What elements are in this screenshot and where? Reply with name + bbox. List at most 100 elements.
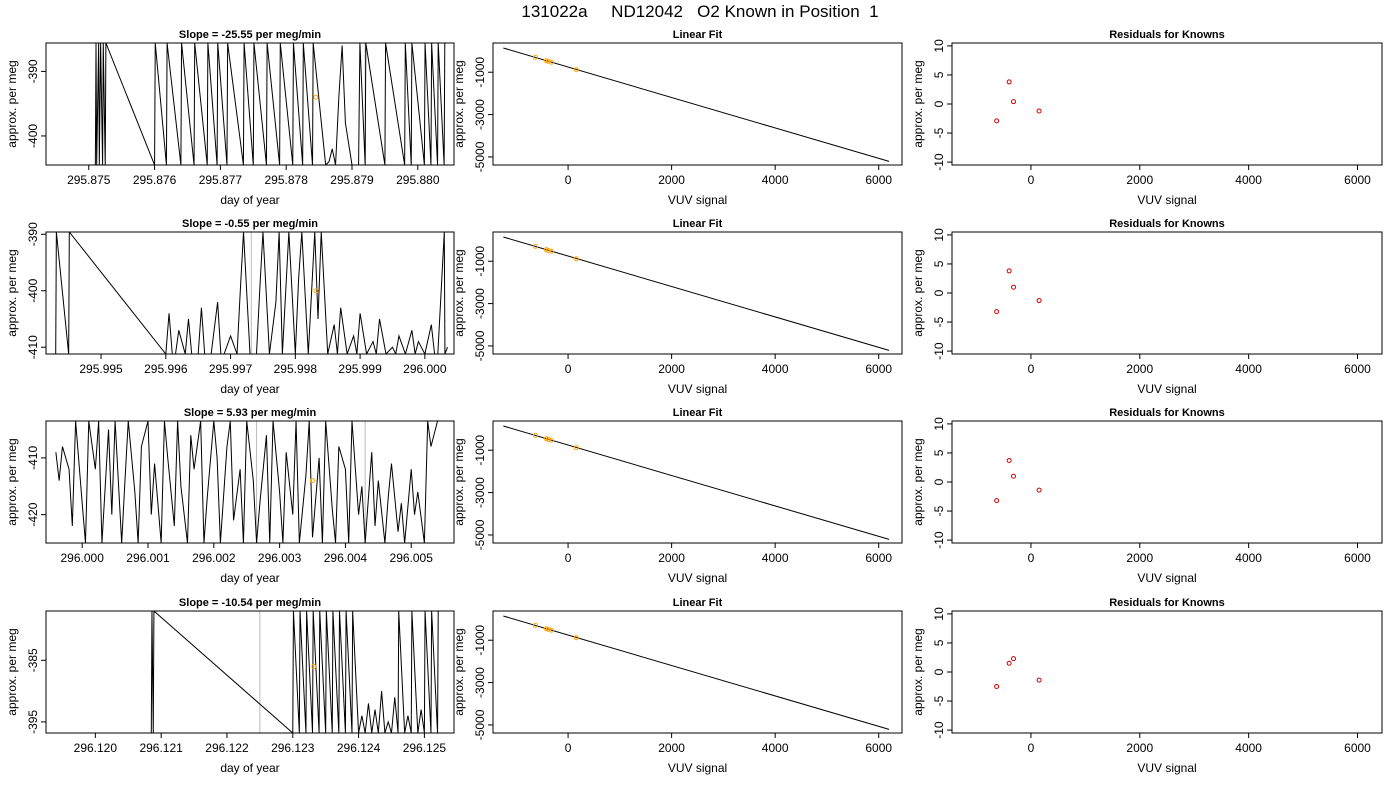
x-axis-label: day of year	[220, 193, 279, 207]
data-point	[573, 445, 579, 451]
x-tick-label: 296.002	[192, 551, 236, 565]
x-tick-label: 296.124	[337, 741, 381, 755]
x-tick-label: 4000	[762, 551, 789, 565]
fit-line	[503, 47, 890, 162]
x-tick-label: 0	[1028, 551, 1035, 565]
y-tick-label: -390	[26, 222, 40, 246]
x-tick-label: 296.121	[139, 741, 183, 755]
x-axis-label: VUV signal	[1137, 761, 1196, 775]
y-tick-label: 0	[932, 289, 946, 296]
y-tick-label: -390	[26, 59, 40, 83]
panel-title: Slope = -10.54 per meg/min	[179, 597, 321, 609]
data-point	[532, 54, 538, 60]
plot-area	[55, 421, 439, 543]
x-axis-label: VUV signal	[1137, 571, 1196, 585]
y-axis-label: approx. per meg	[911, 249, 925, 336]
panel-title: Linear Fit	[673, 218, 723, 230]
plot-frame	[45, 420, 455, 544]
x-tick-label: 296.000	[60, 551, 104, 565]
data-point	[313, 94, 319, 100]
plot-area	[94, 43, 446, 165]
x-tick-label: 296.005	[390, 551, 434, 565]
y-tick-label: 0	[932, 100, 946, 107]
x-tick-label: 296.120	[74, 741, 118, 755]
y-tick-label: 5	[932, 449, 946, 456]
plot-area	[994, 458, 1042, 504]
y-tick-label: -410	[26, 335, 40, 359]
data-point	[573, 256, 579, 262]
y-axis-label: approx. per meg	[911, 628, 925, 715]
plot-area	[503, 47, 890, 162]
y-tick-label: -5000	[473, 141, 487, 172]
data-point	[1036, 677, 1042, 683]
data-point	[549, 248, 555, 254]
panel-9: Residuals for Knowns VUV signal approx. pe…	[911, 29, 1383, 207]
panel-title: Residuals for Knowns	[1109, 218, 1225, 230]
y-tick-label: -5	[932, 316, 946, 327]
x-tick-label: 296.004	[324, 551, 368, 565]
panel-title: Slope = 5.93 per meg/min	[184, 407, 317, 419]
y-tick-label: 10	[932, 39, 946, 53]
x-axis-label: VUV signal	[1137, 193, 1196, 207]
x-tick-label: 4000	[762, 362, 789, 376]
x-tick-label: 295.875	[67, 173, 111, 187]
x-tick-label: 2000	[1126, 741, 1153, 755]
plot-frame	[492, 610, 903, 734]
data-trace	[150, 611, 439, 733]
plot-area	[994, 656, 1042, 690]
x-tick-label: 4000	[1235, 551, 1262, 565]
y-tick-label: -5	[932, 505, 946, 516]
x-tick-label: 295.996	[144, 362, 188, 376]
y-tick-label: -5000	[473, 330, 487, 361]
data-point	[573, 635, 579, 641]
plot-frame	[45, 231, 455, 355]
x-tick-label: 296.000	[403, 362, 447, 376]
data-point	[545, 58, 551, 64]
x-tick-label: 0	[565, 362, 572, 376]
y-axis-label: approx. per meg	[452, 60, 466, 147]
x-tick-label: 4000	[1235, 741, 1262, 755]
y-tick-label: -10	[932, 531, 946, 549]
x-tick-label: 2000	[1126, 173, 1153, 187]
data-point	[1006, 660, 1012, 666]
x-tick-label: 2000	[658, 551, 685, 565]
panel-10: Residuals for Knowns VUV signal approx. pe…	[911, 218, 1383, 396]
x-tick-label: 2000	[1126, 362, 1153, 376]
plot-frame	[492, 420, 903, 544]
y-tick-label: -10	[932, 342, 946, 360]
plot-frame	[492, 42, 903, 166]
x-tick-label: 296.122	[205, 741, 249, 755]
x-axis-label: VUV signal	[668, 761, 727, 775]
data-point	[1006, 79, 1012, 85]
data-point	[545, 436, 551, 442]
x-tick-label: 4000	[1235, 362, 1262, 376]
panel-7: Linear Fit VUV signal approx. per meg 0 2000…	[452, 407, 903, 585]
x-tick-label: 6000	[1344, 741, 1371, 755]
x-tick-label: 295.879	[330, 173, 374, 187]
y-tick-label: -5000	[473, 709, 487, 740]
x-axis-label: VUV signal	[668, 193, 727, 207]
x-tick-label: 0	[565, 173, 572, 187]
data-point	[545, 247, 551, 253]
y-axis-label: approx. per meg	[5, 60, 19, 147]
x-tick-label: 6000	[1344, 362, 1371, 376]
y-tick-label: -395	[26, 710, 40, 734]
plot-area	[503, 425, 890, 540]
y-axis-label: approx. per meg	[452, 249, 466, 336]
plot-area	[503, 615, 890, 730]
x-axis-label: day of year	[220, 571, 279, 585]
plot-area	[150, 611, 439, 733]
y-tick-label: 5	[932, 71, 946, 78]
x-tick-label: 6000	[865, 362, 892, 376]
data-point	[994, 309, 1000, 315]
y-tick-label: -5	[932, 695, 946, 706]
y-tick-label: 10	[932, 228, 946, 242]
x-tick-label: 4000	[1235, 173, 1262, 187]
y-axis-label: approx. per meg	[452, 438, 466, 525]
plot-area	[994, 268, 1042, 315]
x-tick-label: 4000	[762, 741, 789, 755]
x-tick-label: 6000	[865, 551, 892, 565]
x-tick-label: 2000	[658, 741, 685, 755]
data-trace	[55, 421, 439, 543]
